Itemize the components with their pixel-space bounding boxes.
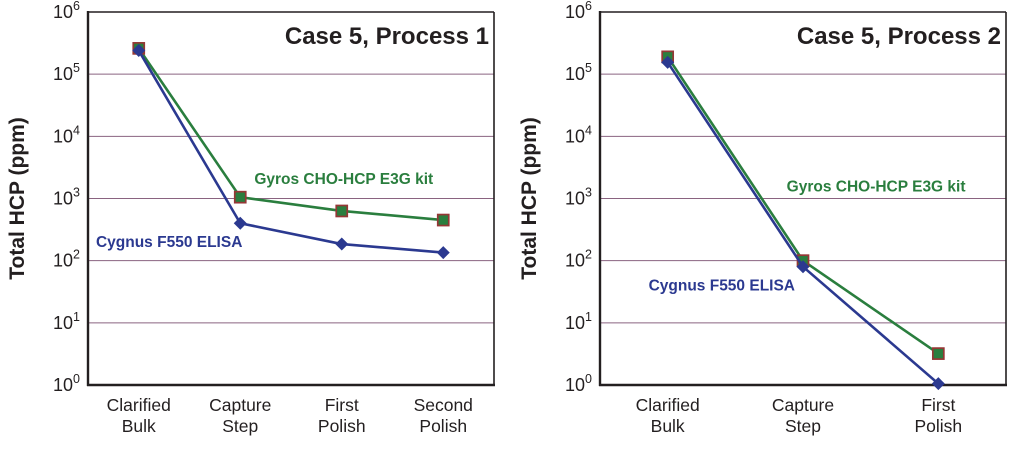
diamond-marker xyxy=(661,55,675,69)
diamond-marker xyxy=(796,260,810,274)
x-tick-label: Second Polish xyxy=(414,395,473,436)
y-tick-label: 105 xyxy=(53,61,80,84)
diamond-marker xyxy=(132,44,146,58)
diamond-marker xyxy=(335,237,349,251)
y-axis-ticks: 100 101 102 103 104 105 106 xyxy=(565,0,592,395)
y-tick-label: 102 xyxy=(53,248,80,271)
series-label: Cygnus F550 ELISA xyxy=(649,278,795,295)
square-marker xyxy=(335,204,349,218)
diamond-marker xyxy=(931,377,945,391)
y-tick-label: 106 xyxy=(565,0,592,22)
y-tick-label: 106 xyxy=(53,0,80,22)
series-line xyxy=(666,61,940,385)
y-tick-label: 101 xyxy=(565,310,592,333)
x-axis-labels: Clarified Bulk Capture Step First Polish xyxy=(636,395,963,436)
chart-process-1: 100 101 102 103 104 105 106 Clarified Bulk Captur… xyxy=(6,0,495,436)
square-marker xyxy=(436,213,450,227)
y-tick-label: 103 xyxy=(565,186,592,209)
gridlines xyxy=(600,73,1006,324)
x-tick-label: Capture Step xyxy=(209,395,271,436)
y-tick-label: 102 xyxy=(565,248,592,271)
y-tick-label: 104 xyxy=(565,123,592,146)
y-tick-label: 100 xyxy=(53,372,80,395)
x-tick-label: Capture Step xyxy=(772,395,834,436)
series-label: Gyros CHO-HCP E3G kit xyxy=(787,178,966,195)
x-tick-label: Clarified Bulk xyxy=(107,395,171,436)
diamond-marker xyxy=(436,246,450,260)
series-gyros xyxy=(661,50,945,360)
y-tick-label: 104 xyxy=(53,123,80,146)
gridlines xyxy=(88,73,494,324)
y-tick-label: 100 xyxy=(565,372,592,395)
square-marker xyxy=(233,190,247,204)
series-label: Gyros CHO-HCP E3G kit xyxy=(254,171,433,188)
series-cygnus xyxy=(132,44,450,260)
y-tick-label: 105 xyxy=(565,61,592,84)
y-tick-label: 103 xyxy=(53,186,80,209)
x-tick-label: First Polish xyxy=(318,395,366,436)
series-line xyxy=(137,49,445,254)
series-label: Cygnus F550 ELISA xyxy=(96,234,242,251)
y-axis-title: Total HCP (ppm) xyxy=(6,117,29,280)
chart-title: Case 5, Process 2 xyxy=(797,23,1001,50)
diamond-marker xyxy=(233,216,247,230)
chart-panel-process-1: 100 101 102 103 104 105 106 Clarified Bulk Captur… xyxy=(6,0,495,436)
series-line xyxy=(666,55,940,355)
x-tick-label: Clarified Bulk xyxy=(636,395,700,436)
square-marker xyxy=(931,347,945,360)
x-axis-labels: Clarified Bulk Capture Step First Polish Secon… xyxy=(107,395,473,436)
y-tick-label: 101 xyxy=(53,310,80,333)
chart-title: Case 5, Process 1 xyxy=(285,23,489,50)
y-axis-ticks: 100 101 102 103 104 105 106 xyxy=(53,0,80,395)
series-cygnus xyxy=(661,55,945,391)
y-axis-title: Total HCP (ppm) xyxy=(518,117,541,280)
chart-panel-process-2: 100 101 102 103 104 105 106 Clarified Bulk Captur… xyxy=(512,0,1024,455)
x-tick-label: First Polish xyxy=(914,395,962,436)
plot-border xyxy=(86,11,495,387)
series-line xyxy=(137,47,445,222)
chart-process-2: 100 101 102 103 104 105 106 Clarified Bulk Captur… xyxy=(518,0,1007,436)
